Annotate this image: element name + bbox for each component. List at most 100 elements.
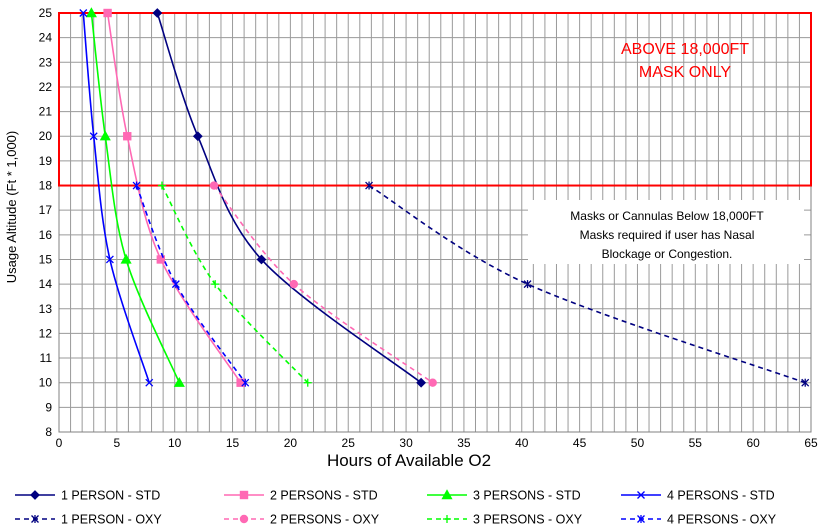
y-tick-label: 24 (39, 31, 53, 45)
x-axis-title: Hours of Available O2 (327, 451, 491, 470)
legend-label: 3 PERSONS - STD (473, 489, 581, 503)
series-line (156, 12, 422, 384)
legend-item: 2 PERSONS - STD (224, 489, 378, 503)
legend-marker (637, 515, 645, 523)
series-4-persons-std (79, 9, 154, 387)
data-point (157, 181, 166, 190)
x-tick-label: 45 (573, 436, 587, 450)
x-tick-label: 50 (631, 436, 645, 450)
data-point (365, 181, 374, 190)
y-tick-label: 17 (39, 203, 53, 217)
legend-item: 1 PERSON - STD (15, 489, 160, 503)
legend-label: 2 PERSONS - OXY (270, 513, 380, 527)
mask-only-label-line1: ABOVE 18,000FT (621, 41, 749, 58)
y-tick-label: 14 (39, 277, 53, 291)
data-point (103, 8, 112, 18)
y-tick-label: 19 (39, 154, 53, 168)
x-tick-label: 60 (746, 436, 760, 450)
series-line (106, 12, 242, 384)
series-1-person-std (152, 8, 427, 388)
x-axis-ticks: 0 5 10 15 20 25 30 35 40 45 50 55 60 65 (56, 436, 818, 450)
data-point (523, 280, 532, 289)
x-tick-label: 35 (457, 436, 471, 450)
x-tick-label: 25 (342, 436, 356, 450)
y-tick-label: 13 (39, 302, 53, 316)
gridlines (58, 12, 812, 433)
legend-label: 2 PERSONS - STD (270, 489, 378, 503)
data-point (120, 253, 132, 264)
legend-marker (31, 515, 39, 523)
x-tick-label: 0 (56, 436, 63, 450)
y-tick-label: 16 (39, 228, 53, 242)
cannula-note-line1: Masks or Cannulas Below 18,000FT (570, 209, 764, 223)
data-point (79, 9, 88, 17)
data-point (192, 131, 203, 142)
y-axis-ticks: 8 9 10 11 12 13 14 15 16 17 18 19 20 21 22 23 24 25 (39, 6, 53, 439)
data-point (99, 130, 111, 141)
data-point (171, 280, 180, 289)
y-tick-label: 18 (39, 179, 53, 193)
series-3-persons-std (85, 7, 185, 387)
legend-item: 4 PERSONS - STD (621, 489, 775, 503)
data-point (211, 280, 220, 289)
data-point (209, 181, 219, 190)
x-tick-label: 5 (114, 436, 121, 450)
x-tick-label: 40 (515, 436, 529, 450)
mask-only-label-line2: MASK ONLY (639, 64, 732, 81)
data-point (89, 132, 98, 141)
x-tick-label: 15 (226, 436, 240, 450)
x-tick-label: 10 (168, 436, 182, 450)
y-tick-label: 22 (39, 80, 53, 94)
mask-only-zone-box (58, 12, 812, 187)
data-point (85, 7, 97, 18)
legend-item: 1 PERSON - OXY (15, 513, 162, 527)
y-axis-title: Usage Altitude (Ft * 1,000) (4, 131, 19, 283)
x-tick-label: 20 (284, 436, 298, 450)
y-tick-label: 23 (39, 55, 53, 69)
data-point (416, 377, 427, 388)
data-point (256, 254, 267, 265)
data-point (123, 132, 132, 141)
series-line (135, 185, 246, 384)
legend-label: 4 PERSONS - STD (667, 489, 775, 503)
series-3-persons-oxy (157, 181, 312, 387)
legend-label: 3 PERSONS - OXY (473, 513, 583, 527)
legend-marker (30, 490, 40, 500)
y-tick-label: 9 (45, 400, 52, 414)
legend-item: 4 PERSONS - OXY (621, 513, 777, 527)
y-tick-label: 25 (39, 6, 53, 20)
data-point (152, 8, 163, 18)
y-tick-label: 12 (39, 326, 53, 340)
series-4-persons-oxy (132, 181, 250, 387)
data-point (241, 378, 250, 387)
data-point (173, 376, 185, 387)
data-point (156, 255, 166, 264)
series-1-person-oxy (365, 181, 810, 387)
series-line (82, 12, 151, 383)
series-layer (79, 7, 810, 388)
legend-label: 1 PERSON - OXY (61, 513, 162, 527)
cannula-note-background (528, 200, 804, 264)
legend-item: 3 PERSONS - STD (427, 489, 581, 503)
x-tick-label: 55 (689, 436, 703, 450)
legend-label: 1 PERSON - STD (61, 489, 160, 503)
y-tick-label: 21 (39, 105, 53, 119)
x-tick-label: 30 (399, 436, 413, 450)
cannula-note-line3: Blockage or Congestion. (602, 247, 733, 261)
series-line (90, 12, 181, 384)
y-tick-label: 11 (40, 351, 53, 365)
data-point (801, 378, 810, 387)
y-tick-label: 20 (39, 129, 53, 143)
data-point (132, 181, 141, 190)
data-point (428, 378, 437, 387)
legend-item: 2 PERSONS - OXY (224, 513, 380, 527)
data-point (303, 378, 312, 387)
y-tick-label: 8 (45, 425, 52, 439)
legend-marker (239, 514, 249, 524)
series-line (368, 184, 806, 384)
y-tick-label: 10 (39, 376, 53, 390)
legend-marker (441, 489, 453, 500)
legend-label: 4 PERSONS - OXY (667, 513, 777, 527)
